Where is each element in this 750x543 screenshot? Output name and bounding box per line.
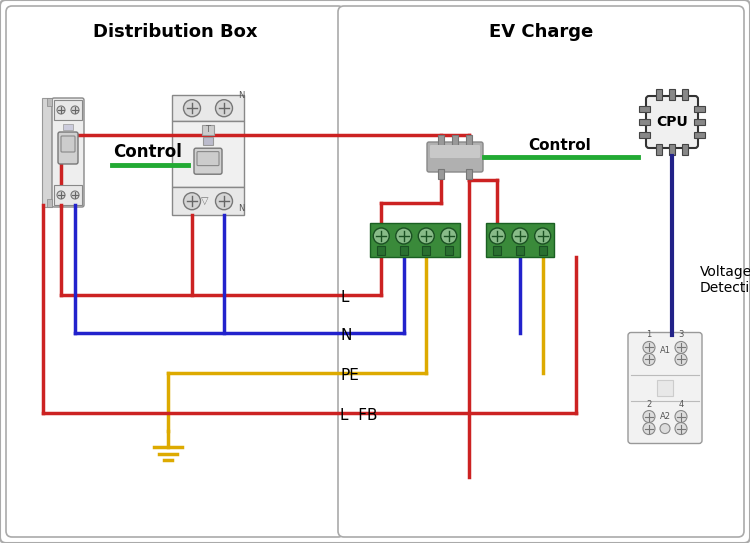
Text: T: T [206, 125, 211, 135]
Bar [202, 125, 214, 135]
Bar [400, 246, 408, 255]
Circle shape [184, 193, 200, 210]
Bar [172, 187, 244, 215]
Circle shape [441, 228, 457, 244]
Circle shape [215, 100, 232, 117]
Text: A2: A2 [659, 412, 670, 420]
Bar [466, 169, 472, 179]
Circle shape [374, 228, 389, 244]
FancyBboxPatch shape [194, 148, 222, 174]
Bar [172, 122, 244, 187]
Text: 3: 3 [678, 331, 684, 339]
Bar [438, 135, 444, 145]
Circle shape [71, 191, 79, 199]
Bar [682, 144, 688, 155]
Bar [639, 119, 650, 125]
FancyBboxPatch shape [338, 6, 744, 537]
Circle shape [643, 411, 655, 422]
Circle shape [512, 228, 528, 244]
Circle shape [215, 193, 232, 210]
Text: CPU: CPU [656, 115, 688, 129]
Bar [682, 89, 688, 100]
Bar [54, 100, 82, 120]
Text: EV Charge: EV Charge [489, 23, 593, 41]
Circle shape [643, 422, 655, 434]
Bar [656, 89, 662, 100]
Bar [42, 98, 52, 207]
FancyBboxPatch shape [646, 96, 698, 148]
Circle shape [675, 422, 687, 434]
Text: Control: Control [113, 143, 182, 161]
Bar [657, 380, 673, 396]
Circle shape [184, 100, 200, 117]
FancyBboxPatch shape [6, 6, 344, 537]
Bar [486, 223, 554, 257]
FancyBboxPatch shape [430, 145, 480, 158]
Bar [694, 119, 705, 125]
Circle shape [535, 228, 550, 244]
Text: 1: 1 [646, 331, 652, 339]
Bar [669, 89, 675, 100]
Text: Control: Control [529, 137, 591, 153]
Text: Distribution Box: Distribution Box [93, 23, 257, 41]
Bar [172, 95, 244, 122]
Bar [422, 246, 430, 255]
Circle shape [396, 228, 412, 244]
Text: Voltage
Detection: Voltage Detection [700, 265, 750, 295]
FancyBboxPatch shape [197, 151, 219, 166]
Bar [538, 246, 547, 255]
Text: L  FB: L FB [340, 408, 377, 424]
FancyBboxPatch shape [628, 332, 702, 444]
Circle shape [675, 342, 687, 353]
Bar [203, 137, 213, 145]
Text: N: N [340, 329, 351, 344]
Bar [452, 135, 458, 145]
FancyBboxPatch shape [61, 136, 75, 152]
Bar [694, 132, 705, 138]
Bar [656, 144, 662, 155]
Bar [466, 135, 472, 145]
Text: 4: 4 [678, 400, 684, 408]
Circle shape [675, 411, 687, 422]
FancyBboxPatch shape [52, 98, 84, 207]
Text: N: N [238, 91, 244, 100]
Text: PE: PE [340, 369, 358, 383]
Circle shape [643, 342, 655, 353]
Text: A1: A1 [659, 346, 670, 356]
Text: ▽: ▽ [201, 196, 208, 206]
Bar [377, 246, 386, 255]
Circle shape [489, 228, 506, 244]
Circle shape [419, 228, 434, 244]
Circle shape [643, 353, 655, 365]
Bar [445, 246, 453, 255]
Circle shape [57, 191, 65, 199]
FancyBboxPatch shape [58, 132, 78, 164]
Circle shape [57, 106, 65, 114]
FancyBboxPatch shape [427, 142, 483, 172]
Circle shape [71, 106, 79, 114]
Bar [63, 124, 73, 130]
Bar [639, 106, 650, 112]
Bar [47, 199, 52, 207]
Bar [494, 246, 501, 255]
Bar [47, 98, 52, 106]
Text: L: L [340, 291, 349, 306]
Bar [694, 106, 705, 112]
Bar [54, 185, 82, 205]
Bar [438, 169, 444, 179]
Bar [370, 223, 460, 257]
Bar [669, 144, 675, 155]
Text: N: N [238, 204, 244, 213]
Circle shape [660, 424, 670, 433]
Bar [516, 246, 524, 255]
Text: 2: 2 [646, 400, 652, 408]
Circle shape [675, 353, 687, 365]
Bar [639, 132, 650, 138]
